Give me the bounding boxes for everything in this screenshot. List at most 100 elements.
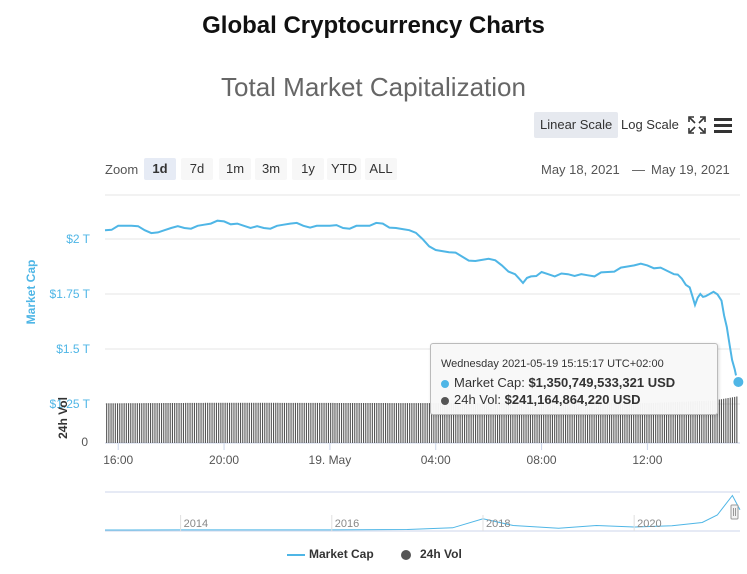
volume-bar <box>193 402 195 443</box>
volume-bar <box>475 403 477 443</box>
volume-bar <box>275 402 277 443</box>
volume-bar <box>352 403 354 443</box>
volume-bar <box>512 403 514 443</box>
volume-bar <box>470 403 472 443</box>
volume-bar <box>461 403 463 443</box>
volume-bar <box>562 403 564 443</box>
volume-bar <box>703 400 705 443</box>
volume-bar <box>576 403 578 443</box>
volume-bar <box>666 402 668 443</box>
legend-market-cap-label[interactable]: Market Cap <box>309 547 374 561</box>
volume-bar <box>332 402 334 443</box>
range-to[interactable]: May 19, 2021 <box>651 162 730 177</box>
volume-bar <box>497 403 499 443</box>
linear-scale-button[interactable]: Linear Scale <box>534 112 619 138</box>
volume-bar <box>321 402 323 443</box>
volume-bar <box>349 403 351 443</box>
volume-bar <box>622 403 624 443</box>
volume-bar <box>176 403 178 443</box>
volume-bar <box>341 403 343 443</box>
volume-bar <box>529 403 531 443</box>
volume-bar <box>536 403 538 443</box>
volume-bar <box>259 402 261 443</box>
volume-bar <box>685 401 687 443</box>
volume-bar <box>712 400 714 443</box>
volume-bar <box>240 402 242 443</box>
volume-bar <box>409 403 411 443</box>
log-scale-button[interactable]: Log Scale <box>621 117 679 132</box>
volume-bar <box>336 403 338 443</box>
volume-bar <box>165 403 167 443</box>
volume-bar <box>567 403 569 443</box>
volume-bar <box>147 403 149 443</box>
volume-bar <box>283 402 285 443</box>
volume-bar <box>639 403 641 443</box>
volume-bar <box>538 403 540 443</box>
x-tick-label: 08:00 <box>527 453 557 467</box>
volume-bar <box>292 402 294 443</box>
volume-bar <box>635 403 637 443</box>
volume-bar <box>128 403 130 443</box>
volume-bar <box>112 403 114 443</box>
volume-bar <box>281 402 283 443</box>
zoom-button-1y[interactable]: 1y <box>292 158 324 180</box>
navigator[interactable]: 2014 2016 2018 2020 <box>104 491 741 532</box>
volume-bar <box>161 403 163 443</box>
volume-bar <box>602 403 604 443</box>
volume-bar <box>415 403 417 443</box>
volume-bar <box>598 403 600 443</box>
fullscreen-icon[interactable] <box>686 114 708 136</box>
volume-bar <box>699 401 701 443</box>
navigator-tick-label: 2020 <box>637 518 661 530</box>
volume-bar <box>154 403 156 443</box>
hamburger-menu-icon[interactable] <box>712 114 734 136</box>
volume-bar <box>391 403 393 443</box>
volume-bar <box>672 402 674 443</box>
volume-bar <box>426 403 428 443</box>
tooltip-date: Wednesday 2021-05-19 15:15:17 UTC+02:00 <box>441 358 664 370</box>
volume-bar <box>593 403 595 443</box>
volume-bar <box>200 402 202 443</box>
volume-bar <box>659 402 661 443</box>
volume-bar <box>663 402 665 443</box>
volume-bar <box>279 402 281 443</box>
volume-dot-icon <box>441 396 449 405</box>
volume-bar <box>343 403 345 443</box>
zoom-button-ytd[interactable]: YTD <box>327 158 361 180</box>
volume-bar <box>136 403 138 443</box>
volume-bar <box>365 403 367 443</box>
zoom-button-1m[interactable]: 1m <box>219 158 251 180</box>
volume-bar <box>123 403 125 443</box>
volume-bar <box>360 403 362 443</box>
volume-bar <box>319 402 321 443</box>
volume-bar <box>273 402 275 443</box>
zoom-button-7d[interactable]: 7d <box>181 158 213 180</box>
legend-volume-label[interactable]: 24h Vol <box>420 547 462 561</box>
volume-bar <box>457 403 459 443</box>
legend-volume[interactable] <box>401 550 411 560</box>
range-from[interactable]: May 18, 2021 <box>541 162 620 177</box>
volume-bar <box>600 403 602 443</box>
zoom-button-1d[interactable]: 1d <box>144 158 176 180</box>
volume-bar <box>433 403 435 443</box>
volume-bar <box>486 403 488 443</box>
volume-bar <box>707 400 709 443</box>
y-tick-label: $1.25 T <box>50 397 91 411</box>
tooltip-market-cap-row: Market Cap: $1,350,749,533,321 USD <box>441 375 675 390</box>
y-axis-label: Market Cap <box>24 260 38 325</box>
zoom-button-all[interactable]: ALL <box>365 158 397 180</box>
hover-point <box>731 375 746 389</box>
volume-bar <box>369 403 371 443</box>
x-tick-label: 04:00 <box>421 453 451 467</box>
volume-bar <box>613 403 615 443</box>
volume-bar <box>367 403 369 443</box>
volume-bar <box>187 402 189 443</box>
volume-bar <box>551 403 553 443</box>
navigator-handle[interactable] <box>730 504 739 520</box>
volume-bar <box>655 402 657 443</box>
zoom-button-3m[interactable]: 3m <box>255 158 287 180</box>
volume-bar <box>347 403 349 443</box>
volume-bar <box>573 403 575 443</box>
x-tick-label: 19. May <box>309 453 352 467</box>
